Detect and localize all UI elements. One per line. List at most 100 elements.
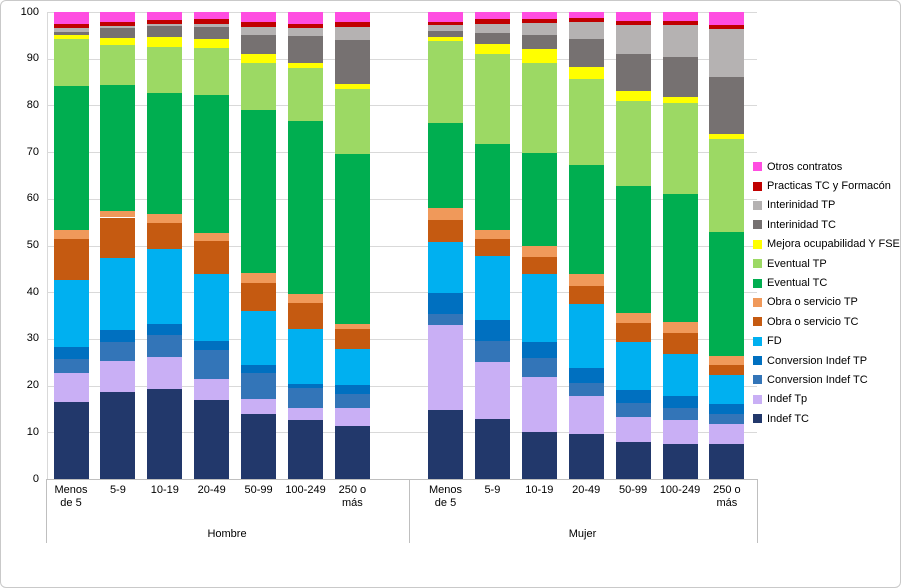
segment-indef-tc [521, 431, 557, 479]
bar-hombre-3 [147, 12, 183, 479]
segment-eventual-tp [662, 102, 698, 195]
segment-eventual-tp [568, 78, 604, 166]
segment-fd [288, 329, 323, 384]
segment-conversion-indef-tp [428, 292, 463, 314]
bar-hombre-2 [100, 12, 136, 479]
x-tick-label: 5-9 [109, 484, 126, 496]
segment-practicas-tc-y-formacón [662, 21, 698, 26]
segment-indef-tp [241, 398, 277, 414]
segment-eventual-tp [53, 38, 89, 87]
legend-label: Conversion Indef TC [767, 373, 868, 386]
legend-swatch-icon [753, 162, 762, 172]
legend-item-indef-tp: Indef Tp [753, 390, 900, 409]
x-tick-label: 100-249 [659, 484, 701, 496]
y-tick-label: 90 [26, 52, 39, 65]
segment-interinidad-tc [521, 34, 557, 49]
segment-indef-tp [194, 379, 230, 401]
y-tick-label: 70 [26, 145, 39, 158]
legend-item-interinidad-tp: Interinidad TP [753, 196, 900, 215]
segment-eventual-tc [568, 165, 604, 275]
legend-label: Obra o servicio TP [767, 296, 858, 309]
legend-item-mejora-ocupabilidad-y-fse: Mejora ocupabilidad Y FSE [753, 235, 900, 254]
segment-interinidad-tp [194, 23, 230, 27]
segment-indef-tp [288, 408, 323, 421]
segment-mejora-ocupabilidad-y-fse [428, 37, 463, 42]
gridline-y50 [47, 245, 757, 247]
segment-obra-o-servicio-tp [615, 313, 651, 324]
x-tick-label: 50-99 [619, 484, 648, 496]
segment-obra-o-servicio-tp [474, 230, 510, 239]
x-tick-label: 250 o más [713, 484, 741, 509]
segment-interinidad-tc [709, 76, 745, 134]
bar-mujer-2 [474, 12, 510, 479]
legend-label: Practicas TC y Formacón [767, 180, 891, 193]
bar-hombre-5 [241, 12, 277, 479]
segment-otros-contratos [334, 12, 370, 22]
segment-eventual-tp [334, 88, 370, 154]
segment-practicas-tc-y-formacón [53, 24, 89, 29]
segment-obra-o-servicio-tp [194, 232, 230, 242]
bar-hombre-1 [53, 12, 89, 479]
segment-practicas-tc-y-formacón [428, 21, 463, 26]
legend-swatch-icon [753, 239, 762, 249]
x-tick-label: 20-49 [197, 484, 226, 496]
segment-interinidad-tp [568, 22, 604, 39]
segment-conversion-indef-tc [334, 394, 370, 409]
legend-item-obra-o-servicio-tp: Obra o servicio TP [753, 293, 900, 312]
segment-eventual-tp [241, 63, 277, 110]
legend-item-conversion-indef-tp: Conversion Indef TP [753, 351, 900, 370]
segment-interinidad-tp [147, 23, 183, 27]
segment-conversion-indef-tc [53, 358, 89, 374]
segment-obra-o-servicio-tp [147, 214, 183, 224]
y-tick-label: 40 [26, 285, 39, 298]
segment-obra-o-servicio-tp [521, 246, 557, 258]
segment-fd [241, 310, 277, 365]
segment-otros-contratos [288, 12, 323, 24]
segment-obra-o-servicio-tc [428, 220, 463, 242]
segment-fd [615, 342, 651, 390]
segment-interinidad-tp [288, 28, 323, 37]
segment-eventual-tc [241, 109, 277, 273]
segment-conversion-indef-tp [334, 385, 370, 395]
legend-label: Interinidad TC [767, 218, 836, 231]
legend-swatch-icon [753, 259, 762, 269]
legend-label: Indef Tp [767, 393, 808, 406]
segment-indef-tc [474, 419, 510, 479]
segment-mejora-ocupabilidad-y-fse [53, 35, 89, 39]
segment-eventual-tc [615, 186, 651, 314]
legend: Otros contratos Practicas TC y Formacón In… [753, 157, 900, 428]
x-tick-label: 20-49 [572, 484, 601, 496]
segment-mejora-ocupabilidad-y-fse [100, 38, 136, 45]
segment-interinidad-tp [615, 25, 651, 55]
bar-mujer-4 [568, 12, 604, 479]
segment-conversion-indef-tp [53, 347, 89, 359]
bar-mujer-7 [709, 12, 745, 479]
x-tick-label: 10-19 [525, 484, 554, 496]
segment-interinidad-tc [474, 33, 510, 44]
segment-otros-contratos [428, 12, 463, 22]
segment-eventual-tp [288, 67, 323, 122]
gridline-y90 [47, 58, 757, 60]
gridline-y80 [47, 105, 757, 107]
legend-item-indef-tc: Indef TC [753, 409, 900, 428]
legend-item-practicas-tc-y-formacón: Practicas TC y Formacón [753, 176, 900, 195]
segment-indef-tp [474, 362, 510, 420]
legend-label: Mejora ocupabilidad Y FSE [767, 238, 900, 251]
segment-obra-o-servicio-tp [288, 294, 323, 303]
x-tick-label: 100-249 [285, 484, 326, 496]
y-tick-label: 0 [32, 472, 39, 485]
segment-obra-o-servicio-tc [100, 217, 136, 258]
segment-interinidad-tp [100, 25, 136, 28]
segment-eventual-tp [428, 41, 463, 124]
segment-otros-contratos [521, 12, 557, 19]
gridline-y0 [47, 479, 757, 480]
gridline-y100 [47, 12, 757, 13]
segment-fd [709, 374, 745, 404]
legend-swatch-icon [753, 200, 762, 210]
segment-interinidad-tc [194, 26, 230, 40]
y-tick-label: 60 [26, 192, 39, 205]
segment-indef-tc [662, 444, 698, 479]
group-label-mujer: Mujer [568, 528, 597, 540]
segment-indef-tc [709, 444, 745, 479]
segment-eventual-tp [194, 47, 230, 96]
